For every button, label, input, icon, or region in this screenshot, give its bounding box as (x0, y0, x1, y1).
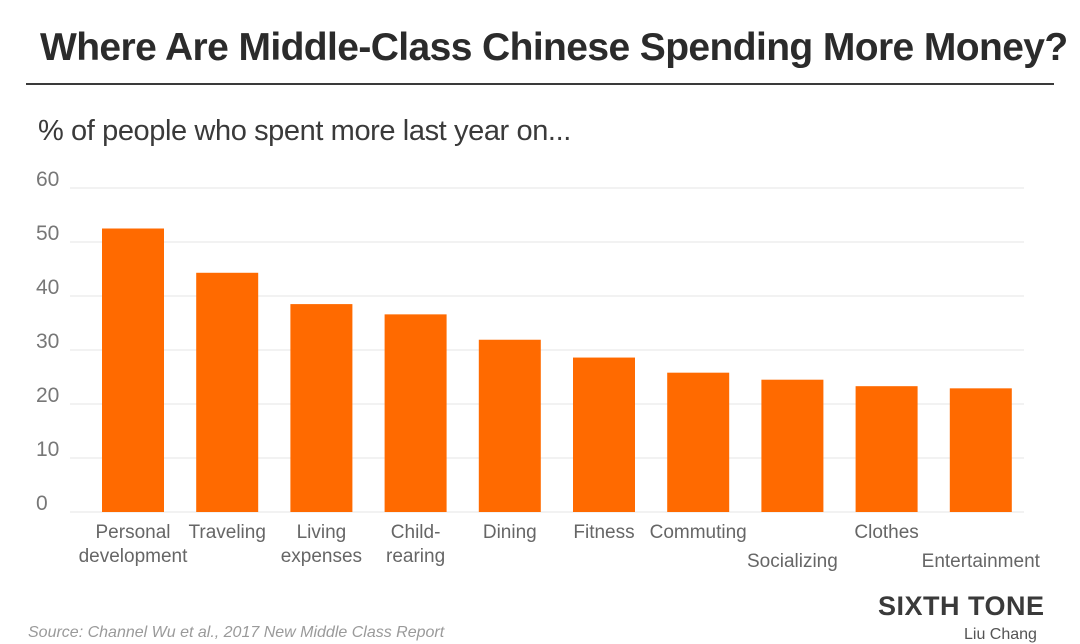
y-tick-label: 10 (36, 438, 59, 461)
y-tick-label: 50 (36, 222, 59, 245)
bar (761, 379, 824, 512)
x-tick-label-line: Living (297, 522, 347, 543)
author-credit: Liu Chang (964, 626, 1037, 643)
x-tick-label: Personal development (79, 522, 189, 567)
y-tick-label: 20 (36, 384, 59, 407)
x-tick-label: Commuting (650, 522, 747, 543)
x-tick-label: Clothes (854, 522, 918, 543)
chart-subtitle: % of people who spent more last year on.… (38, 115, 571, 147)
x-tick-label-line: Socializing (747, 551, 838, 572)
x-tick-label-line: development (79, 546, 189, 567)
x-tick-label-line: Fitness (573, 522, 634, 543)
x-tick-label-line: Entertainment (922, 551, 1041, 572)
x-tick-label-line: Dining (483, 522, 537, 543)
y-tick-label: 0 (36, 492, 48, 515)
bar (573, 357, 635, 512)
x-tick-label: Traveling (188, 522, 265, 543)
x-tick-label: Living expenses (281, 522, 362, 567)
chart-title: Where Are Middle-Class Chinese Spending … (40, 26, 1068, 69)
x-tick-label-line: expenses (281, 546, 362, 567)
x-tick-label-line: Personal (96, 522, 171, 543)
bar (102, 228, 164, 512)
x-tick-label-line: Clothes (854, 522, 918, 543)
x-tick-label: Socializing (747, 551, 838, 572)
bar (478, 339, 541, 512)
brand-logo: SIXTH TONE (878, 591, 1045, 621)
bar (290, 304, 353, 512)
bar (855, 386, 918, 512)
x-tick-label-line: Traveling (188, 522, 265, 543)
x-tick-label-line: Child- (391, 522, 441, 543)
x-tick-label: Child-rearing (386, 522, 445, 567)
bar (667, 372, 730, 512)
y-tick-label: 30 (36, 330, 59, 353)
title-divider (26, 83, 1054, 85)
x-tick-label: Dining (483, 522, 537, 543)
x-tick-label: Entertainment (922, 551, 1041, 572)
bar (196, 272, 259, 512)
bar (384, 314, 447, 512)
y-tick-label: 60 (36, 168, 59, 191)
source-note: Source: Channel Wu et al., 2017 New Midd… (28, 624, 445, 641)
x-tick-label-line: rearing (386, 546, 445, 567)
x-tick-label-line: Commuting (650, 522, 747, 543)
x-tick-label: Fitness (573, 522, 634, 543)
y-tick-label: 40 (36, 276, 59, 299)
bar (949, 388, 1012, 512)
